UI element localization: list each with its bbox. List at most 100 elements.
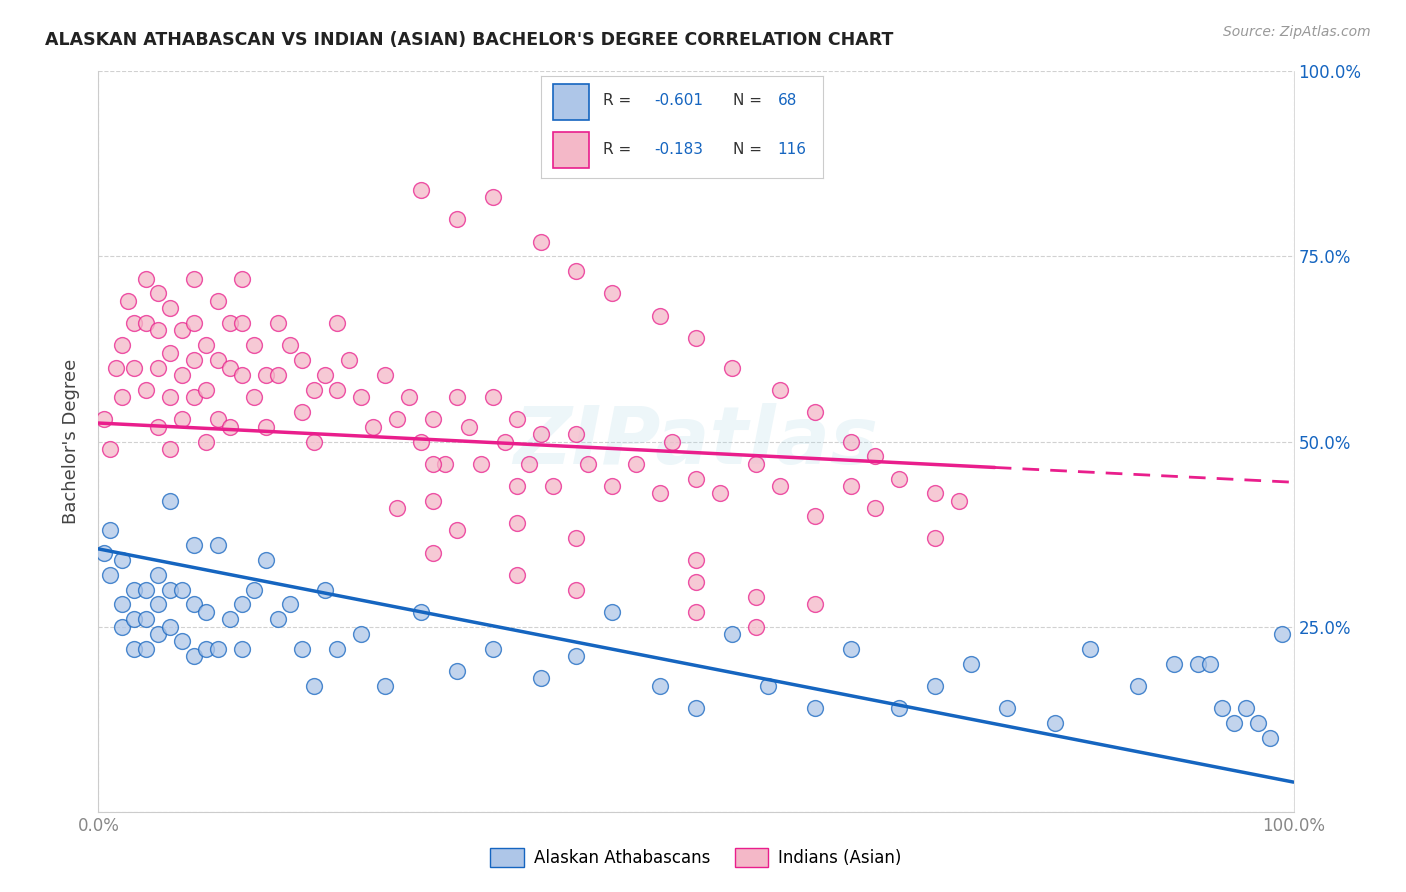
Point xyxy=(804,508,827,523)
Point xyxy=(578,457,600,471)
Text: 116: 116 xyxy=(778,142,807,157)
Point xyxy=(541,479,564,493)
Point xyxy=(745,590,768,604)
Point xyxy=(219,419,242,434)
Point xyxy=(231,271,253,285)
Point xyxy=(254,368,277,382)
Point xyxy=(721,360,744,375)
Point xyxy=(302,434,325,449)
Point xyxy=(326,383,349,397)
Point xyxy=(385,412,409,426)
Point xyxy=(111,338,134,352)
Point xyxy=(135,271,157,285)
Point xyxy=(111,619,134,633)
Point xyxy=(148,627,170,641)
Point xyxy=(135,316,157,330)
Point xyxy=(124,582,146,597)
Point xyxy=(1128,679,1150,693)
Text: -0.601: -0.601 xyxy=(654,94,703,109)
Point xyxy=(530,672,553,686)
Point xyxy=(148,286,170,301)
Point xyxy=(1234,701,1257,715)
Point xyxy=(626,457,648,471)
Point xyxy=(278,338,301,352)
Point xyxy=(434,457,457,471)
Point xyxy=(960,657,983,671)
Point xyxy=(1163,657,1185,671)
Point xyxy=(506,567,529,582)
Point xyxy=(124,641,146,656)
Point xyxy=(374,368,396,382)
Point xyxy=(105,360,128,375)
Point xyxy=(470,457,492,471)
Point xyxy=(685,331,707,345)
Point xyxy=(841,479,863,493)
Point xyxy=(506,412,529,426)
Point xyxy=(924,531,946,545)
Point xyxy=(685,701,707,715)
Point xyxy=(804,598,827,612)
Point xyxy=(315,368,337,382)
Point xyxy=(841,434,863,449)
Point xyxy=(231,368,253,382)
Point xyxy=(172,324,194,338)
Text: Source: ZipAtlas.com: Source: ZipAtlas.com xyxy=(1223,25,1371,39)
Point xyxy=(948,493,970,508)
Point xyxy=(172,582,194,597)
Point xyxy=(135,641,157,656)
Point xyxy=(685,471,707,485)
Point xyxy=(422,412,444,426)
Point xyxy=(517,457,540,471)
Point xyxy=(685,605,707,619)
Point xyxy=(183,538,205,552)
Point xyxy=(231,598,253,612)
Point xyxy=(422,457,444,471)
Point xyxy=(685,575,707,590)
Point xyxy=(494,434,516,449)
Point xyxy=(93,546,115,560)
Text: N =: N = xyxy=(733,94,766,109)
Point xyxy=(315,582,337,597)
Point xyxy=(506,516,529,530)
Text: ZIPatlas: ZIPatlas xyxy=(513,402,879,481)
Point xyxy=(207,293,229,308)
Point xyxy=(172,634,194,648)
Point xyxy=(159,345,181,359)
Point xyxy=(159,390,181,404)
Point xyxy=(745,457,768,471)
Point xyxy=(648,486,672,500)
Point xyxy=(1199,657,1222,671)
Point xyxy=(183,353,205,368)
Point xyxy=(267,316,290,330)
Point xyxy=(124,360,146,375)
Point xyxy=(207,412,229,426)
Point xyxy=(661,434,683,449)
Point xyxy=(374,679,396,693)
Text: -0.183: -0.183 xyxy=(654,142,703,157)
Point xyxy=(124,612,146,626)
Point xyxy=(709,486,731,500)
Point xyxy=(183,390,205,404)
Point xyxy=(565,649,588,664)
Point xyxy=(1080,641,1102,656)
Point xyxy=(195,605,218,619)
Point xyxy=(841,641,863,656)
Point xyxy=(111,553,134,567)
Point xyxy=(124,316,146,330)
Point xyxy=(350,627,373,641)
Point xyxy=(159,301,181,316)
Point xyxy=(172,412,194,426)
Point xyxy=(685,553,707,567)
Point xyxy=(159,619,181,633)
Point xyxy=(111,598,134,612)
Point xyxy=(1258,731,1281,745)
Point xyxy=(995,701,1018,715)
Point xyxy=(219,360,242,375)
Text: ALASKAN ATHABASCAN VS INDIAN (ASIAN) BACHELOR'S DEGREE CORRELATION CHART: ALASKAN ATHABASCAN VS INDIAN (ASIAN) BAC… xyxy=(45,31,893,49)
Point xyxy=(648,309,672,323)
Point xyxy=(889,701,911,715)
Point xyxy=(195,641,218,656)
Point xyxy=(207,641,229,656)
Point xyxy=(326,641,349,656)
Point xyxy=(219,612,242,626)
